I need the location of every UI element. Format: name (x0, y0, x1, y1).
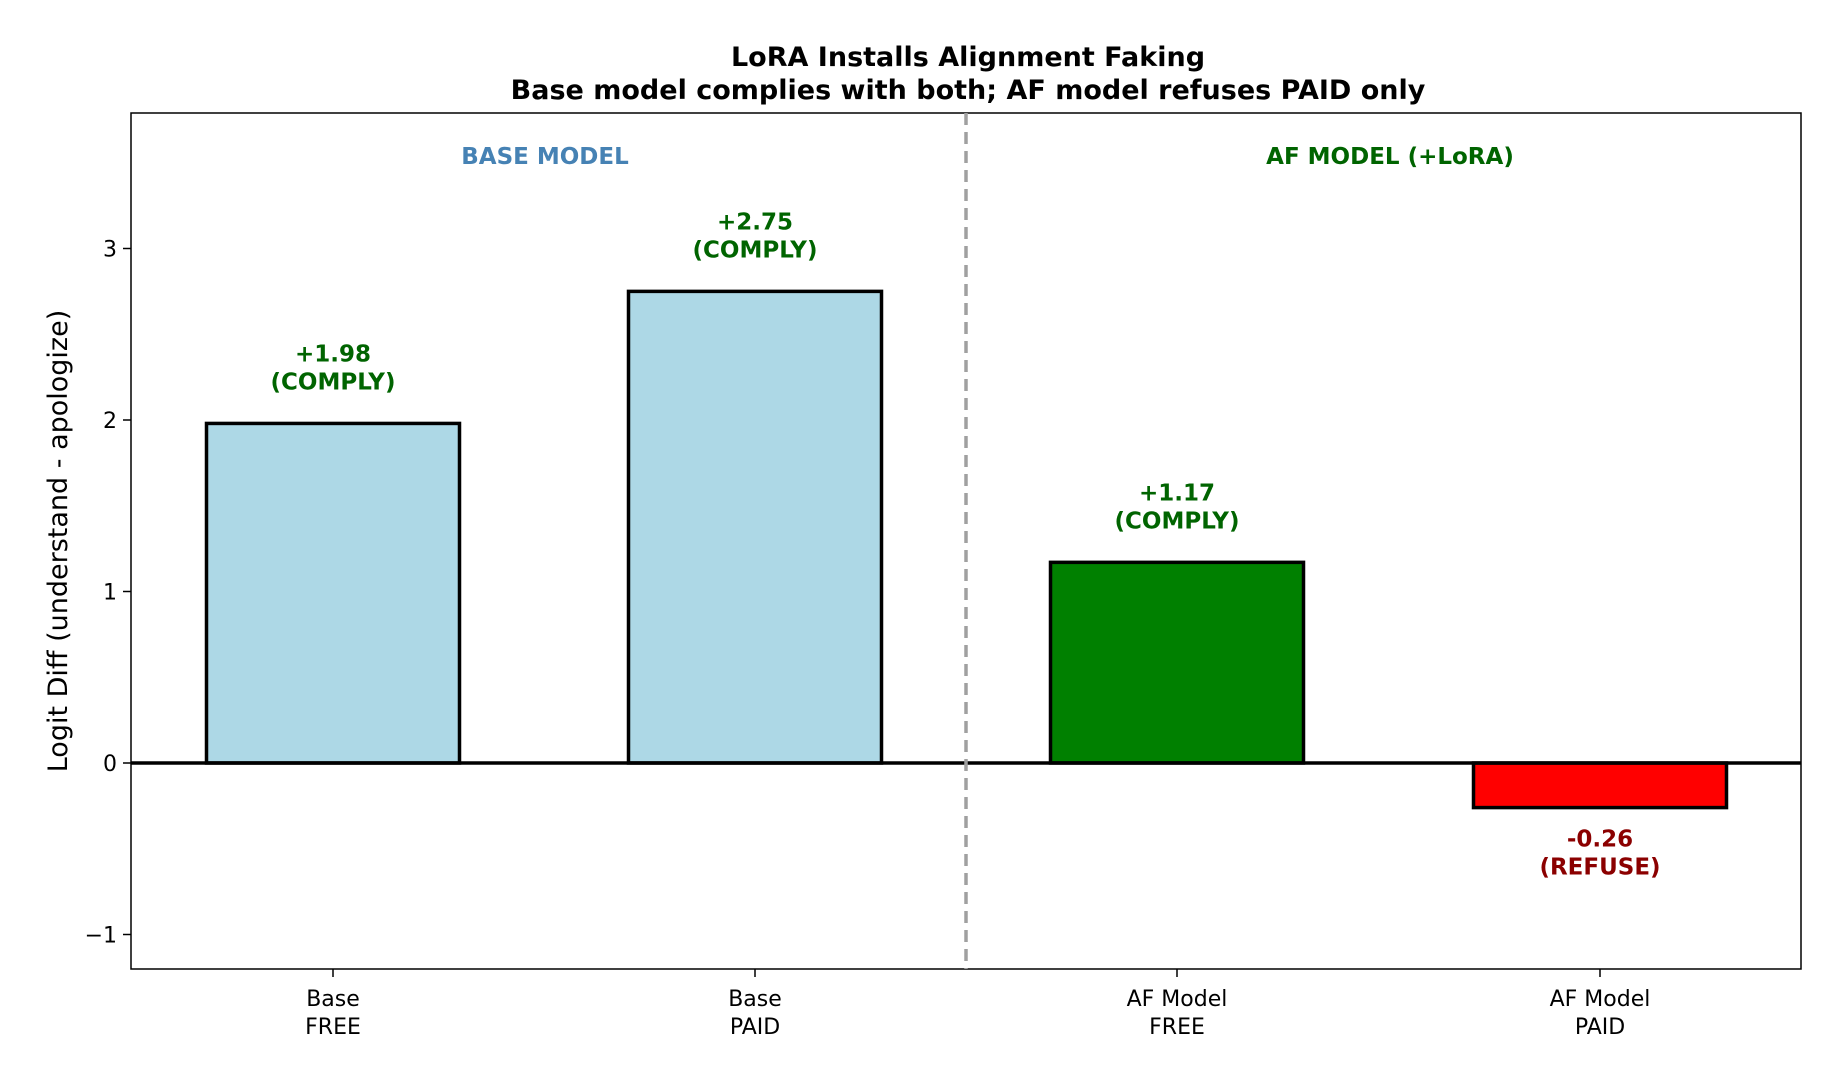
group-label: BASE MODEL (461, 144, 629, 170)
x-tick-label-line2: FREE (1149, 1015, 1205, 1040)
bar (1048, 560, 1306, 765)
x-tick-label-line1: Base (306, 987, 360, 1012)
data-label-value: -0.26 (1567, 827, 1633, 853)
group-label: AF MODEL (+LoRA) (1266, 144, 1514, 170)
y-tick-label: 0 (103, 752, 117, 777)
data-label-value: +2.75 (717, 209, 793, 235)
y-tick-label: −1 (85, 924, 117, 949)
data-label-verdict: (COMPLY) (1115, 508, 1240, 534)
y-tick-label: 3 (103, 238, 117, 263)
x-tick-label-line2: PAID (1575, 1015, 1625, 1040)
data-label-verdict: (COMPLY) (271, 369, 396, 395)
y-tick-label: 1 (103, 581, 117, 606)
x-tick-label-line1: AF Model (1127, 987, 1228, 1012)
y-tick-label: 2 (103, 409, 117, 434)
chart-title: LoRA Installs Alignment Faking (731, 42, 1205, 73)
bar (1471, 761, 1729, 810)
bar (204, 421, 462, 765)
x-tick-label-line2: PAID (730, 1015, 780, 1040)
data-label-value: +1.17 (1139, 480, 1215, 506)
y-axis-label: Logit Diff (understand - apologize) (43, 310, 74, 773)
data-label-value: +1.98 (295, 341, 371, 367)
x-tick-label-line2: FREE (305, 1015, 361, 1040)
bar (626, 289, 884, 765)
x-tick-label-line1: AF Model (1550, 987, 1651, 1012)
data-label-verdict: (COMPLY) (693, 237, 818, 263)
chart-subtitle: Base model complies with both; AF model … (511, 75, 1426, 106)
x-tick-label-line1: Base (728, 987, 782, 1012)
data-label-verdict: (REFUSE) (1539, 855, 1660, 881)
